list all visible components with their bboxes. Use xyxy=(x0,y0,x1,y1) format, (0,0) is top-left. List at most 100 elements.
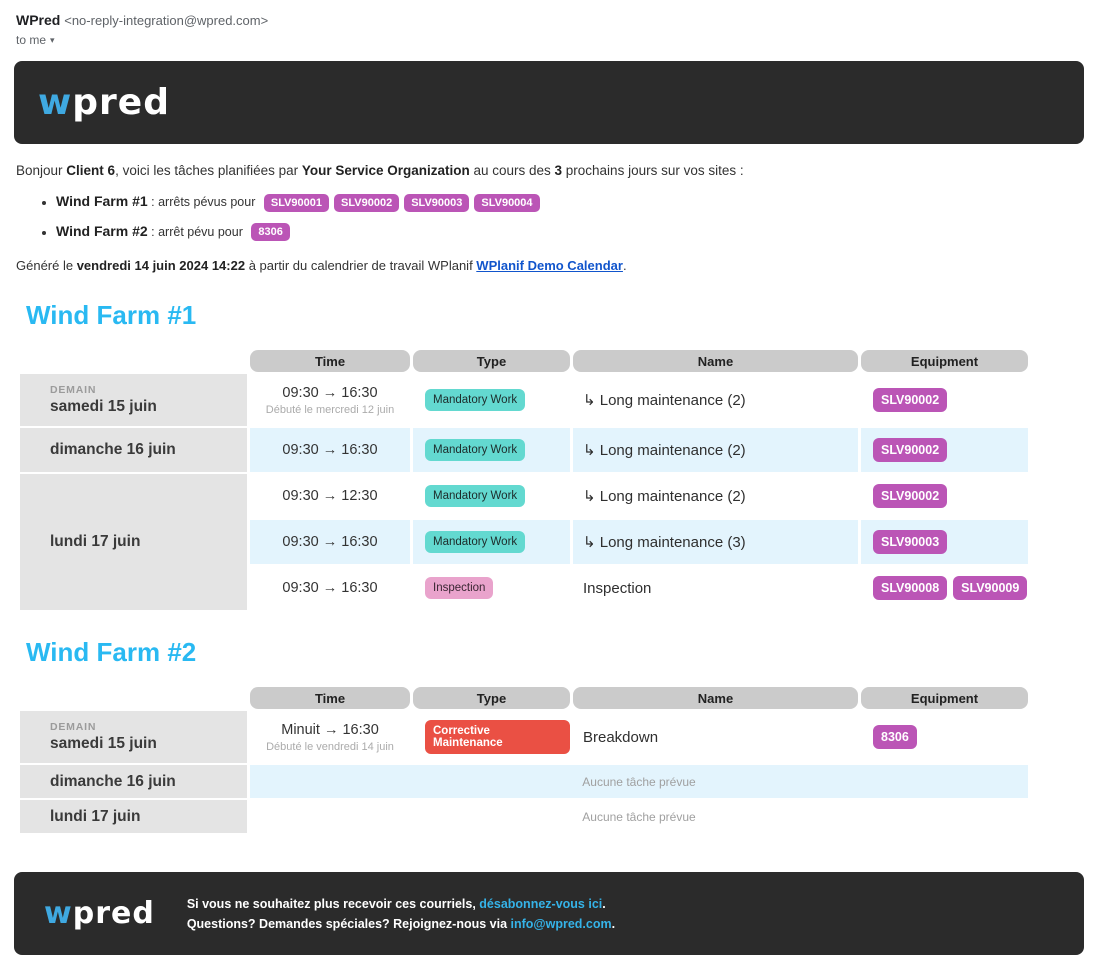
footer-text: Si vous ne souhaitez plus recevoir ces c… xyxy=(187,894,615,934)
site-summary-item: Wind Farm #1 : arrêts pévus pour SLV9000… xyxy=(56,193,1098,212)
logo-letter-w: w xyxy=(38,82,73,123)
time-cell: 09:30 → 16:30 xyxy=(250,428,410,473)
footer-part: Questions? Demandes spéciales? Rejoignez… xyxy=(186,916,511,931)
task-name-cell: ↳ Long maintenance (2) xyxy=(583,488,746,506)
greeting-part: prochains jours sur vos sites : xyxy=(562,163,744,178)
equipment-cell: SLV90008 SLV90009 xyxy=(861,566,1028,610)
date-label: samedi 15 juin xyxy=(50,735,157,753)
equipment-badge: SLV90001 xyxy=(263,193,330,212)
brand-banner: wpred xyxy=(14,61,1084,144)
task-name-cell: ↳ Long maintenance (2) xyxy=(573,428,858,473)
summary-text: : arrêts pévus pour xyxy=(151,195,256,209)
time-range: 09:30 → 16:30 xyxy=(282,580,378,597)
equipment-badge: SLV90003 xyxy=(873,530,948,555)
contact-email-link[interactable]: info@wpred.com xyxy=(510,916,612,931)
calendar-link[interactable]: WPlanif Demo Calendar xyxy=(476,258,623,274)
equipment-badge: SLV90008 xyxy=(873,576,948,601)
task-name-cell: Inspection xyxy=(583,579,652,597)
chevron-down-icon: ▾ xyxy=(50,34,55,45)
equipment-cell: SLV90003 xyxy=(861,520,1028,565)
generated-part: . xyxy=(622,258,627,274)
type-cell: Mandatory Work xyxy=(413,474,570,518)
type-cell: Mandatory Work xyxy=(413,520,570,565)
date-cell: dimanche 16 juin xyxy=(20,428,247,473)
greeting-part: , voici les tâches planifiées par xyxy=(115,163,302,178)
task-name-cell: ↳ Long maintenance (2) xyxy=(583,392,746,410)
column-header-name: Name xyxy=(573,687,858,710)
to-label: to me xyxy=(16,33,47,47)
logo-rest: pred xyxy=(72,896,155,932)
generated-part: à partir du calendrier de travail WPlani… xyxy=(245,258,477,274)
greeting-text: Bonjour Client 6, voici les tâches plani… xyxy=(16,163,1098,178)
site-summary-item: Wind Farm #2 : arrêt pévu pour 8306 xyxy=(56,223,1098,242)
equipment-badge: SLV90002 xyxy=(873,484,948,509)
date-label: samedi 15 juin xyxy=(50,398,157,416)
generated-line: Généré le vendredi 14 juin 2024 14:22 à … xyxy=(16,258,1098,273)
unsubscribe-link[interactable]: désabonnez-vous ici xyxy=(479,896,603,911)
day-tag: DEMAIN xyxy=(50,721,97,734)
footer-part: . xyxy=(602,896,606,911)
equipment-badge: SLV90002 xyxy=(334,193,400,212)
header-spacer xyxy=(20,687,247,709)
days-count: 3 xyxy=(554,163,563,178)
generated-part: Généré le xyxy=(16,258,77,274)
sender-line: WPred <no-reply-integration@wpred.com> xyxy=(16,12,1098,28)
column-header-time: Time xyxy=(250,687,410,710)
greeting-part: au cours des xyxy=(469,163,555,178)
date-cell: DEMAIN samedi 15 juin xyxy=(20,711,247,764)
column-header-name: Name xyxy=(573,350,858,373)
footer-banner: wpred Si vous ne souhaitez plus recevoir… xyxy=(14,872,1084,956)
wpred-logo: wpred xyxy=(38,82,170,123)
equipment-badge: SLV90004 xyxy=(474,193,540,212)
generated-date: vendredi 14 juin 2024 14:22 xyxy=(76,258,246,274)
time-range: Minuit → 16:30 xyxy=(281,721,379,738)
site-name: Wind Farm #1 xyxy=(56,193,148,209)
type-cell: Mandatory Work xyxy=(413,428,570,473)
equipment-cell: 8306 xyxy=(861,711,1028,763)
time-note: Débuté le vendredi 14 juin xyxy=(266,740,394,753)
date-cell: lundi 17 juin xyxy=(20,800,247,834)
farm1-task-table: Time Type Name Equipment DEMAIN samedi 1… xyxy=(20,350,1098,611)
time-cell: 09:30 → 16:30 Débuté le mercredi 12 juin xyxy=(250,374,410,426)
equipment-badge: 8306 xyxy=(873,725,917,750)
day-tag: DEMAIN xyxy=(50,384,97,397)
time-cell: 09:30 → 16:30 xyxy=(250,520,410,565)
wpred-logo: wpred xyxy=(44,896,155,931)
type-badge: Mandatory Work xyxy=(425,531,526,554)
date-label: lundi 17 juin xyxy=(50,807,141,825)
footer-part: Si vous ne souhaitez plus recevoir ces c… xyxy=(186,896,480,911)
summary-text: : arrêt pévu pour xyxy=(151,224,243,239)
sender-name: WPred xyxy=(16,12,61,28)
unsubscribe-line: Si vous ne souhaitez plus recevoir ces c… xyxy=(187,894,615,914)
date-label: dimanche 16 juin xyxy=(50,772,176,790)
time-range: 09:30 → 16:30 xyxy=(282,384,378,401)
time-cell: Minuit → 16:30 Débuté le vendredi 14 jui… xyxy=(250,711,410,763)
time-note: Débuté le mercredi 12 juin xyxy=(265,403,395,416)
client-name: Client 6 xyxy=(66,163,116,178)
equipment-badge: SLV90003 xyxy=(404,193,470,212)
message-header: WPred <no-reply-integration@wpred.com> t… xyxy=(0,0,1098,47)
equipment-badge: SLV90002 xyxy=(873,388,948,413)
greeting-part: Bonjour xyxy=(16,163,67,178)
logo-rest: pred xyxy=(72,82,170,123)
type-cell: Mandatory Work xyxy=(413,374,570,426)
no-task-cell: Aucune tâche prévue xyxy=(250,765,1028,799)
type-badge: Mandatory Work xyxy=(425,389,526,412)
date-cell: DEMAIN samedi 15 juin xyxy=(20,374,247,427)
equipment-cell: SLV90002 xyxy=(861,474,1028,518)
farm2-title: Wind Farm #2 xyxy=(26,637,197,668)
equipment-badge: SLV90009 xyxy=(953,576,1028,601)
task-name-cell: ↳ Long maintenance (3) xyxy=(573,520,858,565)
equipment-cell: SLV90002 xyxy=(861,428,1028,473)
equipment-badge: SLV90002 xyxy=(873,438,948,463)
column-header-type: Type xyxy=(413,350,570,373)
type-badge: Mandatory Work xyxy=(425,439,526,462)
recipient-dropdown[interactable]: to me ▾ xyxy=(16,33,55,47)
date-label: lundi 17 juin xyxy=(50,533,141,551)
contact-line: Questions? Demandes spéciales? Rejoignez… xyxy=(187,914,615,934)
column-header-equipment: Equipment xyxy=(861,687,1028,710)
farm2-task-table: Time Type Name Equipment DEMAIN samedi 1… xyxy=(20,687,1098,834)
equipment-badge: 8306 xyxy=(251,223,290,242)
logo-letter-w: w xyxy=(44,896,73,932)
org-name: Your Service Organization xyxy=(301,163,470,178)
